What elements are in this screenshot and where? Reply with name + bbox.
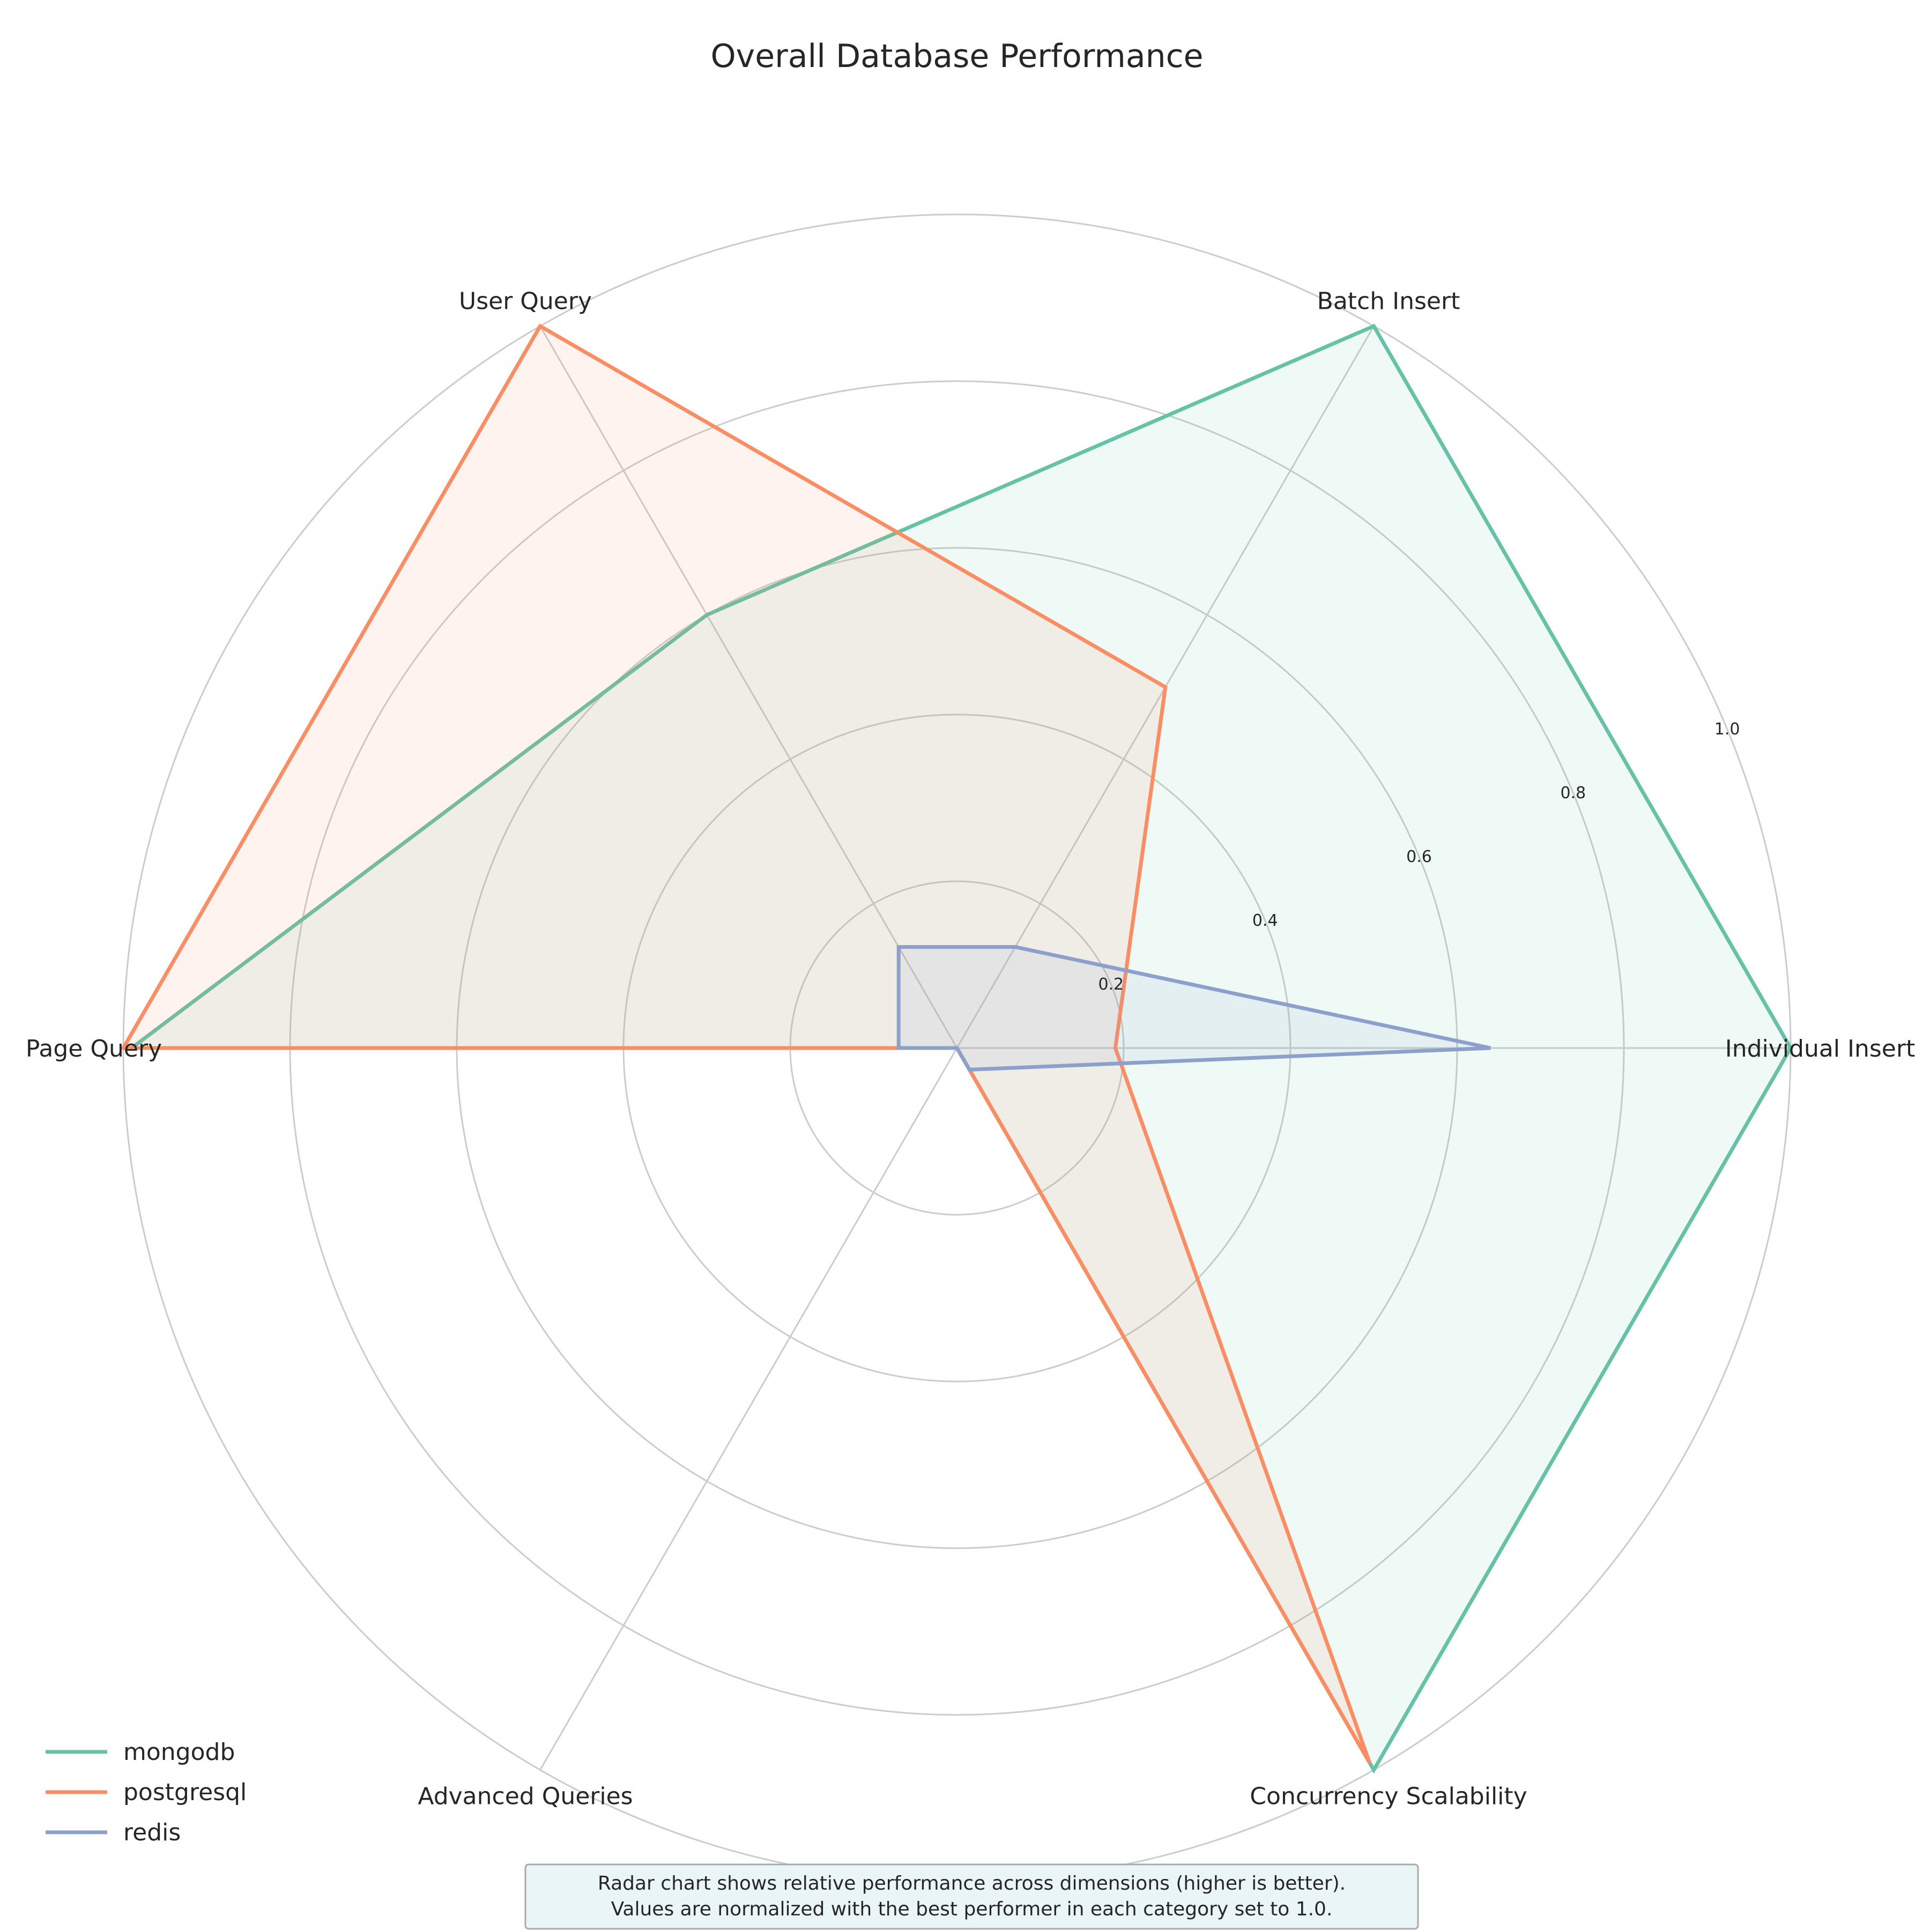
series-fill-redis — [899, 947, 1491, 1070]
note-box — [524, 1863, 1419, 1930]
series-line-redis — [896, 945, 1491, 1072]
radar-series — [120, 323, 1793, 1774]
axis-labels: Individual Insert Batch Insert User Query P… — [26, 288, 1915, 1810]
axis-label-user-query: User Query — [459, 288, 592, 315]
radial-tick-label: 1.0 — [1714, 720, 1740, 739]
chart-note: Radar chart shows relative performance a… — [524, 1863, 1419, 1930]
note-line: Values are normalized with the best perf… — [611, 1898, 1333, 1920]
radial-tick-label: 0.2 — [1098, 975, 1124, 994]
axis-label-concurrency-scalability: Concurrency Scalability — [1250, 1782, 1527, 1810]
axis-label-batch-insert: Batch Insert — [1317, 288, 1460, 315]
grid-spoke — [539, 325, 958, 1049]
legend-label-mongodb: mongodb — [123, 1738, 235, 1766]
series-fill-postgresql — [123, 326, 1370, 1763]
legend-label-redis: redis — [123, 1819, 181, 1846]
chart-title: Overall Database Performance — [710, 38, 1203, 75]
radial-tick-labels: 0.2 0.4 0.6 0.8 1.0 — [1098, 720, 1740, 994]
series-line-postgresql — [120, 323, 1371, 1764]
axis-label-individual-insert: Individual Insert — [1725, 1035, 1915, 1062]
legend: mongodb postgresql redis — [46, 1738, 247, 1846]
legend-label-postgresql: postgresql — [123, 1779, 247, 1806]
series-fill-mongodb — [131, 326, 1791, 1770]
radial-tick-label: 0.6 — [1406, 848, 1432, 866]
radial-tick-label: 0.8 — [1560, 784, 1586, 802]
note-line: Radar chart shows relative performance a… — [598, 1872, 1346, 1894]
grid-spoke — [539, 1047, 958, 1771]
axis-label-advanced-queries: Advanced Queries — [418, 1782, 633, 1810]
radial-tick-label: 0.4 — [1252, 911, 1278, 930]
axis-label-page-query: Page Query — [26, 1035, 162, 1062]
